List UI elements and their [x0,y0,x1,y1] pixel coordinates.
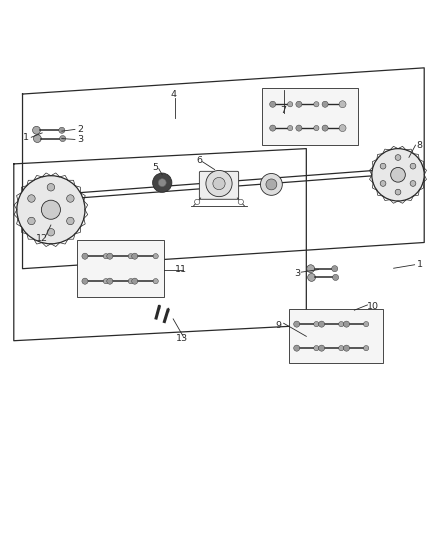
Circle shape [103,254,109,259]
Circle shape [128,254,134,259]
Circle shape [322,101,328,107]
Circle shape [314,321,319,327]
Circle shape [158,179,166,187]
Circle shape [395,189,401,195]
Circle shape [261,174,283,195]
Circle shape [296,125,302,131]
Circle shape [67,217,74,225]
Circle shape [288,102,293,107]
Circle shape [314,102,319,107]
Circle shape [107,253,113,259]
Circle shape [28,195,35,202]
Circle shape [270,125,276,131]
Circle shape [194,199,200,205]
Text: 13: 13 [176,334,188,343]
Text: 2: 2 [78,125,84,134]
Circle shape [17,176,85,244]
Circle shape [32,126,40,134]
Text: 9: 9 [276,321,282,330]
Circle shape [293,321,300,327]
Circle shape [33,135,41,142]
Circle shape [364,321,369,327]
Text: 12: 12 [36,235,48,244]
Circle shape [307,273,315,281]
Circle shape [318,321,325,327]
Circle shape [132,278,138,284]
Circle shape [103,279,109,284]
Circle shape [339,125,346,132]
Circle shape [372,149,424,201]
Circle shape [314,345,319,351]
Circle shape [395,155,401,160]
Circle shape [60,135,66,142]
Circle shape [59,127,65,133]
Circle shape [332,274,339,280]
Circle shape [314,125,319,131]
Circle shape [266,179,277,190]
Text: 7: 7 [281,106,286,115]
Circle shape [82,278,88,284]
Bar [77,240,164,297]
Circle shape [391,167,405,182]
Text: 8: 8 [417,141,423,150]
Circle shape [332,265,338,272]
Circle shape [339,345,344,351]
Bar [289,309,383,364]
FancyBboxPatch shape [199,171,239,199]
Circle shape [47,183,55,191]
Circle shape [380,181,386,187]
Text: 11: 11 [175,265,187,274]
Circle shape [340,102,345,107]
Circle shape [128,279,134,284]
Circle shape [270,101,276,107]
Circle shape [132,253,138,259]
Bar [262,88,358,145]
Circle shape [153,254,158,259]
Circle shape [410,163,416,169]
Circle shape [380,163,386,169]
Circle shape [293,345,300,351]
Circle shape [343,321,350,327]
Circle shape [153,279,158,284]
Text: 4: 4 [170,91,176,100]
Circle shape [322,125,328,131]
Text: 1: 1 [23,133,28,142]
Circle shape [340,125,345,131]
Text: 6: 6 [196,156,202,165]
Circle shape [318,345,325,351]
Circle shape [206,171,232,197]
Circle shape [339,321,344,327]
Circle shape [107,278,113,284]
Circle shape [82,253,88,259]
Text: 1: 1 [417,260,423,269]
Circle shape [307,265,314,272]
Circle shape [238,199,244,205]
Text: 5: 5 [153,163,159,172]
Circle shape [364,345,369,351]
Circle shape [152,173,172,192]
Text: 3: 3 [294,269,300,278]
Circle shape [296,101,302,107]
Circle shape [343,345,350,351]
Circle shape [213,177,225,190]
Circle shape [28,217,35,225]
Text: 3: 3 [78,135,84,144]
Circle shape [47,229,55,236]
Circle shape [410,181,416,187]
Circle shape [288,125,293,131]
Circle shape [41,200,60,219]
Circle shape [339,101,346,108]
Text: 10: 10 [367,302,379,311]
Circle shape [67,195,74,202]
